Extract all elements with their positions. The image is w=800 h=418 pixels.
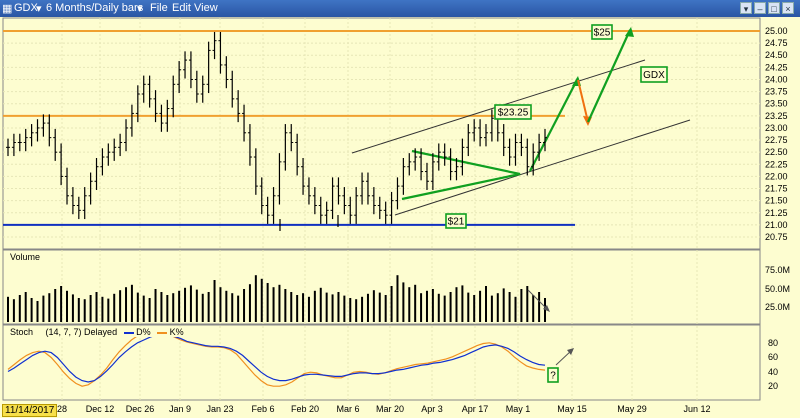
stoch-params: (14, 7, 7) Delayed (45, 327, 118, 337)
label-gdx: GDX (640, 66, 668, 83)
label-question-text: ? (550, 371, 556, 382)
label-question: ? (547, 367, 559, 383)
stoch-tick-label: 80 (768, 338, 778, 348)
price-tick-label: 23.75 (765, 87, 788, 97)
label-2325: $23.25 (494, 104, 532, 120)
date-tick-label: Apr 17 (462, 404, 489, 414)
period-label[interactable]: 6 Months/Daily bars (46, 2, 144, 14)
price-tick-label: 21.25 (765, 208, 788, 218)
projection-down-line (577, 79, 589, 123)
price-tick-label: 23.50 (765, 99, 788, 109)
stoch-d-line (7, 333, 546, 383)
projection-up-line (529, 77, 579, 172)
label-25: $25 (591, 24, 613, 40)
stoch-tick-label: 60 (768, 352, 778, 362)
menu-edit[interactable]: Edit (172, 2, 191, 14)
label-gdx-text: GDX (643, 70, 665, 81)
date-tick-label: Dec 12 (86, 404, 115, 414)
menu-view[interactable]: View (194, 2, 218, 14)
price-tick-label: 24.25 (765, 62, 788, 72)
label-2325-text: $23.25 (498, 108, 529, 119)
price-tick-label: 22.00 (765, 171, 788, 181)
maximize-icon[interactable]: □ (768, 2, 780, 14)
date-tick-label: 28 (57, 404, 67, 414)
date-tick-label: Mar 20 (376, 404, 404, 414)
dropdown-arrow-icon[interactable]: ▾ (36, 3, 42, 15)
menu-file[interactable]: File (150, 2, 168, 14)
price-tick-label: 21.75 (765, 184, 788, 194)
price-tick-label: 24.75 (765, 38, 788, 48)
period-dropdown-icon[interactable]: ▾ (137, 3, 143, 15)
stoch-label: Stoch (14, 7, 7) Delayed D% K% (8, 327, 186, 337)
date-tick-label: Jun 12 (683, 404, 710, 414)
price-tick-label: 20.75 (765, 232, 788, 242)
cursor-date: 11/14/2017 (2, 404, 58, 417)
k-legend: K% (169, 327, 184, 337)
price-tick-label: 24.00 (765, 74, 788, 84)
stoch-panel (2, 324, 761, 401)
volume-tick-label: 75.0M (765, 265, 790, 275)
date-tick-label: Jan 23 (206, 404, 233, 414)
stoch-tick-label: 40 (768, 367, 778, 377)
stoch-tick-label: 20 (768, 381, 778, 391)
k-line-swatch (157, 331, 168, 334)
date-tick-label: May 1 (506, 404, 531, 414)
date-tick-label: Feb 6 (251, 404, 274, 414)
price-tick-label: 22.75 (765, 135, 788, 145)
volume-arrowhead (543, 305, 550, 312)
label-21-text: $21 (448, 217, 465, 228)
projection-target-arrowhead (625, 27, 634, 37)
stoch-name: Stoch (10, 327, 34, 337)
date-tick-label: Jan 9 (169, 404, 191, 414)
price-tick-label: 22.25 (765, 159, 788, 169)
volume-tick-label: 25.0M (765, 302, 790, 312)
price-tick-label: 22.50 (765, 147, 788, 157)
triangle-pattern (401, 149, 521, 201)
price-tick-label: 23.25 (765, 111, 788, 121)
price-tick-label: 21.00 (765, 220, 788, 230)
label-21: $21 (445, 213, 467, 229)
date-tick-label: May 29 (617, 404, 647, 414)
d-legend: D% (136, 327, 151, 337)
price-tick-label: 24.50 (765, 50, 788, 60)
projection-target-line (586, 29, 632, 123)
minimize-icon[interactable]: – (754, 2, 766, 14)
date-tick-label: Mar 6 (336, 404, 359, 414)
dropdown-icon[interactable]: ▾ (740, 2, 752, 14)
date-tick-label: Dec 26 (126, 404, 155, 414)
close-icon[interactable]: × (782, 2, 794, 14)
d-line-swatch (123, 331, 134, 334)
price-tick-label: 23.00 (765, 123, 788, 133)
stoch-arrowhead (567, 348, 574, 355)
title-bar: ▦ GDX ▾ 6 Months/Daily bars ▾ File Edit … (0, 0, 800, 17)
app-icon[interactable]: ▦ (2, 3, 13, 15)
window-title: GDX (14, 2, 38, 14)
label-25-text: $25 (594, 28, 611, 39)
volume-label: Volume (8, 252, 43, 262)
price-tick-label: 21.50 (765, 196, 788, 206)
channel-lower-line (394, 119, 691, 216)
volume-arrow (527, 289, 549, 311)
volume-panel (2, 249, 761, 325)
date-tick-label: May 15 (557, 404, 587, 414)
price-tick-label: 25.00 (765, 26, 788, 36)
date-tick-label: Apr 3 (421, 404, 443, 414)
volume-tick-label: 50.0M (765, 284, 790, 294)
date-tick-label: Feb 20 (291, 404, 319, 414)
